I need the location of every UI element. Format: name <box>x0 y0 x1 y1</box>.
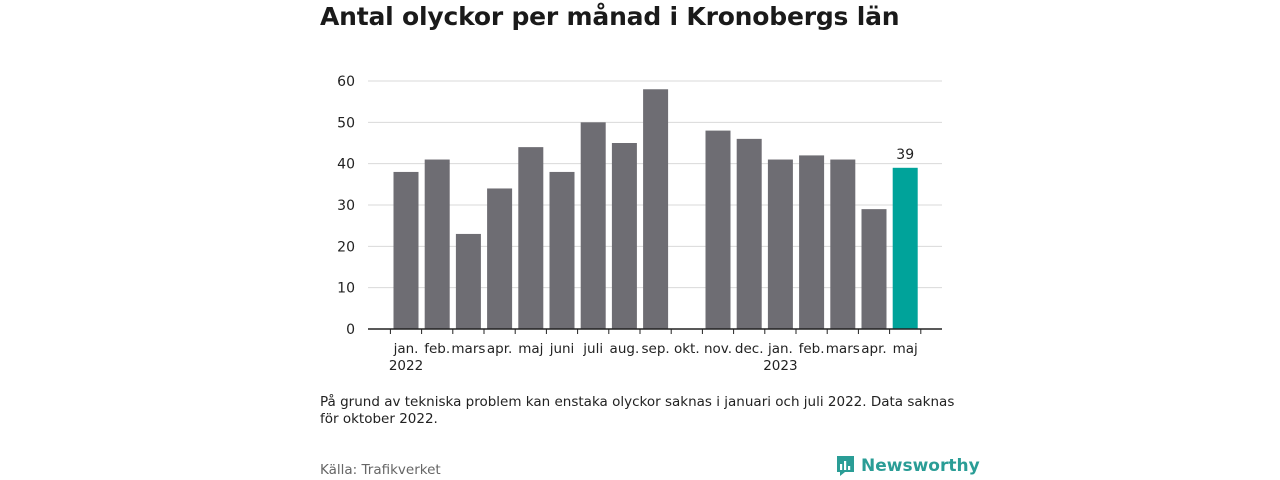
bar <box>643 89 669 330</box>
bar <box>393 171 419 329</box>
bar <box>549 171 575 329</box>
x-tick-label: sep. <box>641 341 669 357</box>
y-tick-label: 50 <box>337 115 355 131</box>
x-tick-label: juni <box>549 341 575 357</box>
y-tick-label: 60 <box>337 74 355 90</box>
x-tick-label: apr. <box>487 341 512 357</box>
chart-note: På grund av tekniska problem kan enstaka… <box>320 394 955 427</box>
bar <box>611 143 637 329</box>
bar <box>455 233 481 329</box>
x-tick-label: mars <box>451 341 485 357</box>
brand-logo[interactable]: Newsworthy <box>836 455 980 477</box>
x-tick-label: juli <box>582 341 603 357</box>
x-tick-label: jan. <box>767 341 793 357</box>
y-tick-label: 0 <box>346 322 355 338</box>
x-tick-label: feb. <box>799 341 825 357</box>
highlighted-bar <box>892 167 918 329</box>
bar <box>767 159 793 329</box>
bar <box>799 155 825 329</box>
x-tick-label: nov. <box>704 341 732 357</box>
source-label: Källa: Trafikverket <box>320 462 441 478</box>
x-tick-label: mars <box>826 341 860 357</box>
bar <box>830 159 856 329</box>
x-tick-label: maj <box>893 341 918 357</box>
x-tick-label: apr. <box>861 341 886 357</box>
y-tick-label: 30 <box>337 198 355 214</box>
x-tick-label: jan. <box>393 341 419 357</box>
data-label: 39 <box>896 147 914 163</box>
y-tick-label: 40 <box>337 157 355 173</box>
x-tick-label: dec. <box>735 341 764 357</box>
bar <box>580 122 606 329</box>
brand-name: Newsworthy <box>861 456 980 476</box>
x-tick-label: feb. <box>424 341 450 357</box>
x-year-label: 2022 <box>389 358 423 374</box>
x-tick-label: aug. <box>610 341 640 357</box>
x-tick-label: maj <box>518 341 543 357</box>
newsworthy-logo-icon <box>837 456 854 476</box>
bar <box>861 209 887 329</box>
x-tick-label: okt. <box>674 341 700 357</box>
bar <box>705 130 731 329</box>
y-tick-label: 20 <box>337 239 355 255</box>
x-year-label: 2023 <box>763 358 797 374</box>
bar <box>518 147 544 329</box>
bar <box>487 188 513 329</box>
bar <box>424 159 450 329</box>
y-tick-label: 10 <box>337 281 355 297</box>
chart-title: Antal olyckor per månad i Kronobergs län <box>320 2 900 31</box>
bar <box>736 138 762 329</box>
